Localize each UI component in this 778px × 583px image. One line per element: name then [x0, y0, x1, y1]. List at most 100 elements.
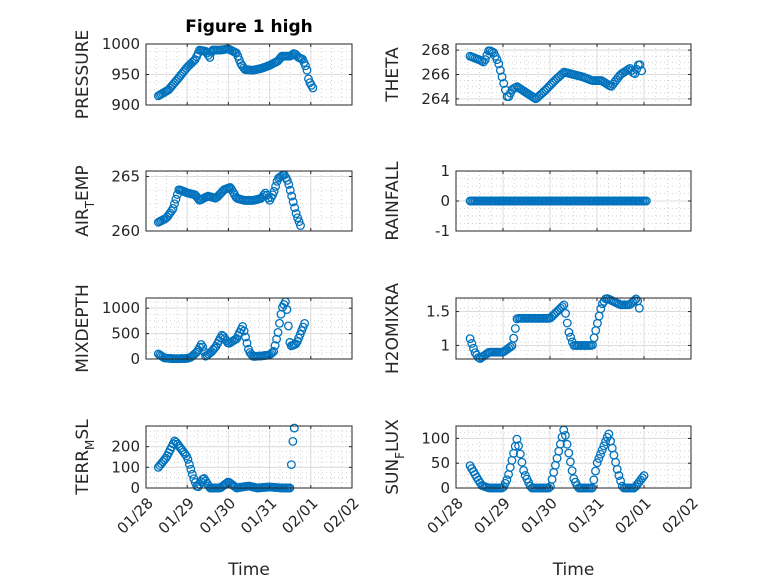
x-tick-label: 02/01: [278, 494, 321, 537]
y-tick-label: 50: [431, 454, 450, 472]
axes-sunflux: 01/28 01/29 01/30 01/31 02/01 02/02 0 50 100 SUNF…: [383, 419, 702, 580]
data-point: [560, 430, 570, 440]
data-point: [225, 183, 235, 192]
data-point: [611, 457, 621, 467]
data-point: [198, 342, 208, 352]
axes-box: [455, 425, 692, 489]
data-point: [239, 326, 249, 336]
data-point: [497, 72, 507, 82]
data-point: [480, 55, 490, 65]
data-point: [564, 327, 574, 337]
data-point: [561, 308, 571, 318]
data-point: [308, 83, 318, 93]
axes-box: [145, 170, 353, 232]
data-point: [509, 333, 519, 343]
data-point: [238, 322, 248, 331]
data-point: [515, 449, 525, 459]
y-axis-label: MIXDEPTH: [73, 284, 93, 373]
data-point: [479, 57, 489, 67]
data-point: [512, 434, 522, 444]
x-tick-label: 02/01: [612, 494, 655, 537]
series-air_temp: [153, 170, 305, 230]
data-point: [596, 304, 606, 314]
data-point: [601, 437, 610, 447]
axes-box: [455, 297, 692, 360]
data-point: [499, 79, 509, 88]
data-point: [558, 68, 568, 78]
data-point: [288, 197, 298, 207]
data-point: [285, 185, 295, 195]
data-point: [168, 203, 178, 213]
series-rainfall: [465, 196, 651, 206]
data-point: [591, 466, 600, 476]
y-tick-label: 100: [111, 458, 140, 476]
y-tick-label: 0: [130, 350, 140, 368]
axes-pressure: 900 950 1000 PRESSURE Figure 1 high: [73, 17, 353, 119]
y-tick-label: 265: [111, 167, 140, 185]
data-point: [514, 441, 524, 451]
x-tick-label: 01/28: [114, 494, 157, 537]
data-point: [562, 318, 572, 328]
series-pressure: [153, 44, 318, 101]
data-point: [296, 221, 305, 230]
y-tick-label: 1000: [102, 35, 140, 53]
y-tick-label: 1000: [102, 299, 140, 317]
data-point: [286, 460, 296, 470]
data-point: [599, 441, 609, 451]
data-point: [469, 343, 478, 353]
data-point: [267, 348, 277, 358]
axes-rainfall: -1 0 1 RAINFALL: [383, 161, 692, 241]
y-tick-label: -1: [435, 222, 450, 240]
data-point: [641, 196, 651, 206]
data-point: [594, 311, 604, 321]
data-point: [284, 179, 294, 189]
axes-air_temp: 260 265 AIRTEMP: [73, 165, 353, 240]
y-axis-label: SUNFLUX: [383, 419, 407, 495]
data-point: [564, 448, 574, 458]
x-tick-label: 01/29: [471, 494, 514, 537]
series-h2omixra: [465, 294, 644, 363]
data-point: [288, 436, 298, 446]
data-point: [186, 464, 196, 474]
data-point: [205, 348, 215, 358]
data-point: [550, 460, 560, 470]
data-point: [467, 339, 477, 348]
data-point: [589, 475, 599, 485]
data-point: [275, 318, 284, 328]
data-point: [609, 450, 619, 460]
y-tick-label: 268: [421, 41, 450, 59]
data-point: [495, 65, 505, 75]
data-point: [612, 464, 622, 474]
y-tick-label: 100: [421, 429, 450, 447]
axes-mixdepth: 0 500 1000 MIXDEPTH: [73, 284, 353, 373]
data-point: [494, 59, 504, 69]
data-point: [492, 55, 502, 65]
data-point: [566, 332, 576, 342]
data-point: [510, 324, 520, 333]
data-point: [594, 454, 604, 463]
data-point: [291, 209, 301, 218]
data-point: [517, 457, 527, 467]
data-point: [629, 296, 639, 306]
data-point: [301, 61, 310, 71]
y-axis-label: PRESSURE: [73, 30, 93, 119]
y-tick-label: 0: [440, 192, 450, 210]
data-point: [184, 459, 194, 469]
data-point: [637, 473, 647, 483]
data-point: [596, 449, 605, 459]
data-point: [205, 52, 215, 62]
y-tick-label: 266: [421, 66, 450, 84]
data-point: [565, 457, 575, 467]
data-point: [294, 217, 304, 227]
y-axis-label: H2OMIXRA: [383, 283, 403, 374]
data-point: [637, 66, 647, 76]
figure-title: Figure 1 high: [185, 17, 313, 37]
data-point: [273, 327, 283, 337]
y-axis-label: THETA: [383, 47, 403, 103]
series-mixdepth: [153, 297, 310, 364]
x-tick-label: 01/31: [237, 494, 280, 537]
series-terrmsl: [153, 423, 299, 493]
y-tick-label: 200: [111, 438, 140, 456]
x-axis-label: Time: [552, 560, 595, 580]
data-point: [282, 305, 292, 315]
